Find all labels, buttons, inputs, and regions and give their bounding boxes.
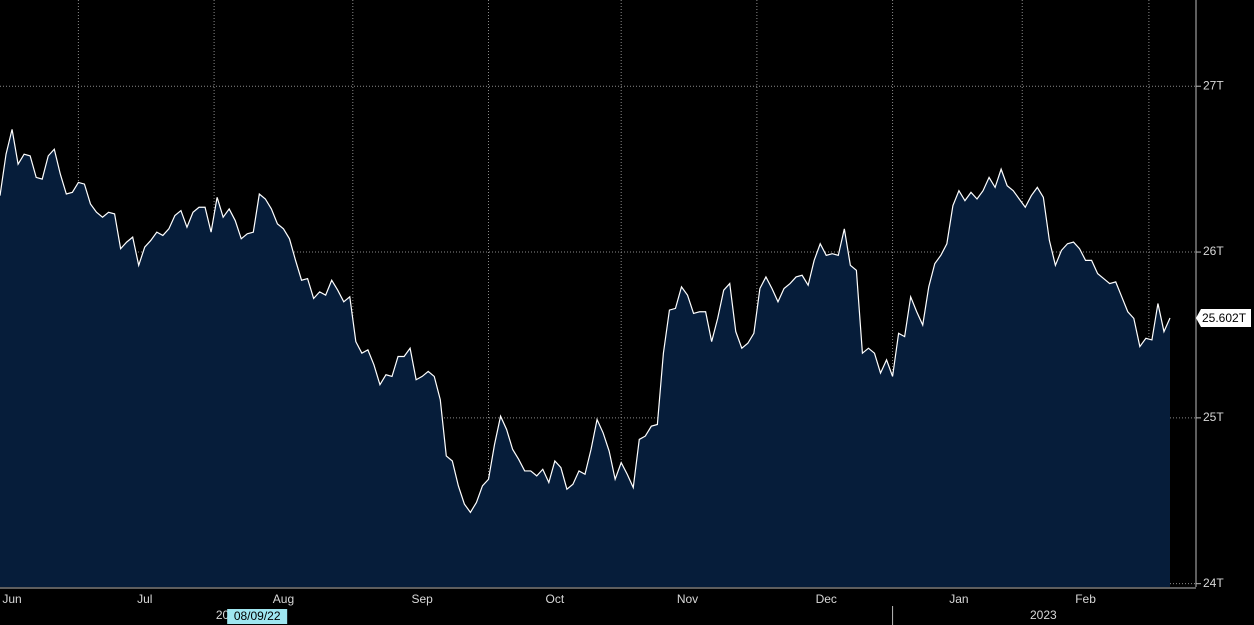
- cursor-label: 08/09/22: [234, 609, 281, 623]
- x-tick-label: Oct: [546, 592, 565, 606]
- x-tick-label: Nov: [677, 592, 698, 606]
- cursor-box: [227, 609, 288, 624]
- x-tick-label: Dec: [816, 592, 837, 606]
- y-tick-label: 27T: [1203, 78, 1224, 92]
- x-tick-label: Jul: [137, 592, 152, 606]
- year-label: 2023: [1030, 608, 1057, 622]
- x-tick-label: Aug: [273, 592, 294, 606]
- x-tick-label: Jan: [949, 592, 968, 606]
- area-fill: [0, 129, 1170, 587]
- y-tick-label: 24T: [1203, 576, 1224, 590]
- series-line: [0, 129, 1171, 514]
- y-tick-label: 25T: [1203, 410, 1224, 424]
- y-tick-label: 26T: [1203, 244, 1224, 258]
- x-tick-label: Sep: [411, 592, 433, 606]
- x-tick-label: Feb: [1075, 592, 1096, 606]
- last-value-box: [1196, 309, 1251, 328]
- x-tick-label: Jun: [2, 592, 21, 606]
- last-value-label: 25.602T: [1202, 311, 1247, 325]
